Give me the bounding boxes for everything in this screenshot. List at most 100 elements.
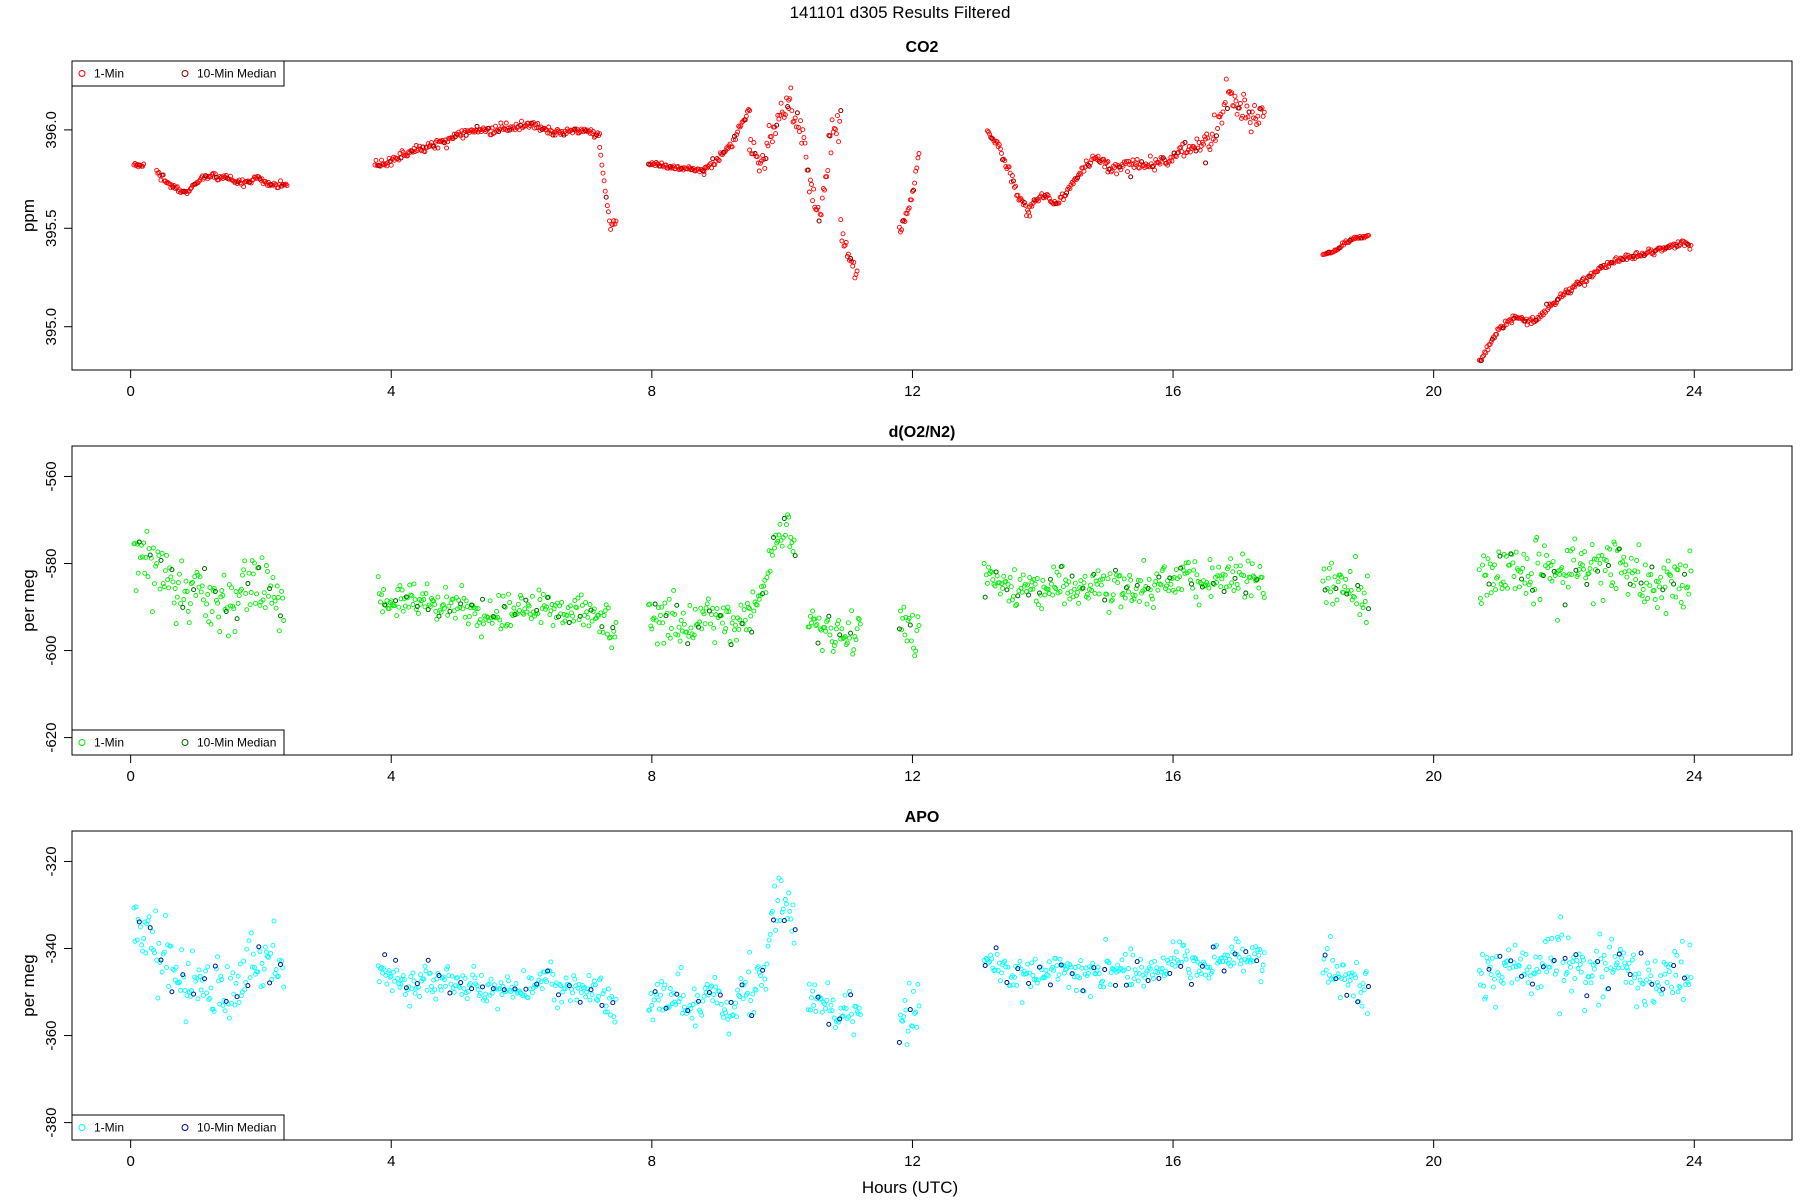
point-1min-apo [1558,914,1564,920]
point-1min-o2 [775,538,781,544]
point-median-o2 [1037,590,1042,596]
point-1min-apo [1516,963,1522,969]
point-1min-co2 [1095,153,1101,159]
point-1min-o2 [741,607,747,613]
point-1min-co2 [1027,213,1033,219]
point-1min-o2 [1673,594,1679,600]
point-1min-apo [1655,982,1661,988]
point-1min-apo [446,973,452,979]
point-1min-o2 [1244,579,1250,585]
point-1min-co2 [1553,300,1559,306]
point-1min-o2 [1628,555,1634,561]
point-1min-apo [750,991,756,997]
point-1min-apo [1209,969,1215,975]
point-1min-apo [222,1008,228,1014]
point-1min-apo [1547,964,1553,970]
point-1min-apo [753,987,759,993]
point-1min-o2 [984,580,990,586]
point-1min-apo [1157,966,1163,972]
point-1min-o2 [1085,595,1091,601]
point-1min-o2 [1019,589,1025,595]
point-1min-o2 [1249,561,1255,567]
point-1min-co2 [845,251,851,257]
point-1min-apo [809,995,814,1001]
point-1min-o2 [686,633,692,639]
point-1min-o2 [1495,574,1501,580]
point-median-o2 [1508,551,1514,557]
point-median-co2 [583,128,589,134]
point-1min-apo [1494,954,1500,960]
point-1min-apo [213,966,219,972]
point-1min-o2 [1588,559,1594,565]
point-1min-o2 [157,586,163,592]
point-1min-co2 [906,205,912,211]
point-1min-o2 [704,601,710,607]
point-1min-apo [275,973,281,979]
point-1min-o2 [851,647,857,653]
point-median-co2 [1347,237,1353,243]
point-median-co2 [1064,190,1070,196]
point-1min-o2 [1067,596,1073,602]
point-1min-o2 [687,602,693,608]
point-1min-co2 [504,128,510,133]
point-1min-apo [529,990,535,995]
point-1min-o2 [584,609,590,615]
point-1min-o2 [1510,560,1516,566]
point-1min-apo [134,937,140,943]
point-median-apo [771,917,776,923]
point-1min-co2 [996,142,1002,147]
point-1min-o2 [828,625,834,631]
point-1min-o2 [250,571,256,577]
point-1min-o2 [444,594,450,600]
point-1min-o2 [432,601,438,607]
point-1min-o2 [788,534,794,540]
point-1min-o2 [246,570,252,576]
point-1min-apo [1043,967,1049,973]
point-1min-o2 [1533,537,1539,543]
point-1min-apo [1172,963,1178,969]
point-1min-o2 [727,639,733,645]
point-median-o2 [147,552,153,558]
point-1min-o2 [836,618,842,624]
point-1min-co2 [1217,114,1223,120]
point-median-o2 [674,602,680,608]
point-1min-apo [1484,955,1490,961]
point-median-o2 [826,613,832,619]
point-1min-o2 [1489,565,1495,571]
point-median-apo [436,973,442,978]
point-1min-apo [1126,966,1131,971]
point-1min-o2 [1126,589,1131,595]
point-1min-co2 [1233,98,1239,104]
point-1min-co2 [413,143,419,148]
point-1min-apo [428,984,434,989]
point-median-o2 [982,594,988,600]
point-1min-co2 [232,180,238,186]
point-1min-o2 [1164,583,1169,589]
legend-box-co2 [71,60,285,87]
point-1min-co2 [597,144,603,150]
point-1min-apo [1505,958,1510,964]
point-1min-co2 [1219,120,1225,126]
point-1min-apo [1222,952,1228,958]
point-1min-co2 [490,131,496,136]
point-1min-o2 [1166,588,1172,594]
point-1min-o2 [661,640,667,646]
point-1min-o2 [162,568,168,574]
point-1min-co2 [789,108,795,114]
point-1min-apo [1574,957,1580,963]
point-1min-co2 [1205,135,1211,141]
point-median-co2 [763,156,769,162]
point-1min-apo [211,1008,217,1014]
point-1min-o2 [711,625,717,631]
point-median-apo [1069,971,1075,977]
point-1min-apo [1492,976,1497,982]
point-1min-apo [782,897,788,902]
point-1min-apo [822,1001,827,1007]
point-1min-o2 [813,623,819,629]
point-1min-co2 [908,197,914,203]
point-1min-apo [1636,971,1642,977]
point-median-co2 [1031,197,1037,203]
y-axis-label-o2: per meg [19,569,38,631]
point-1min-apo [413,985,419,991]
point-1min-apo [133,904,139,910]
